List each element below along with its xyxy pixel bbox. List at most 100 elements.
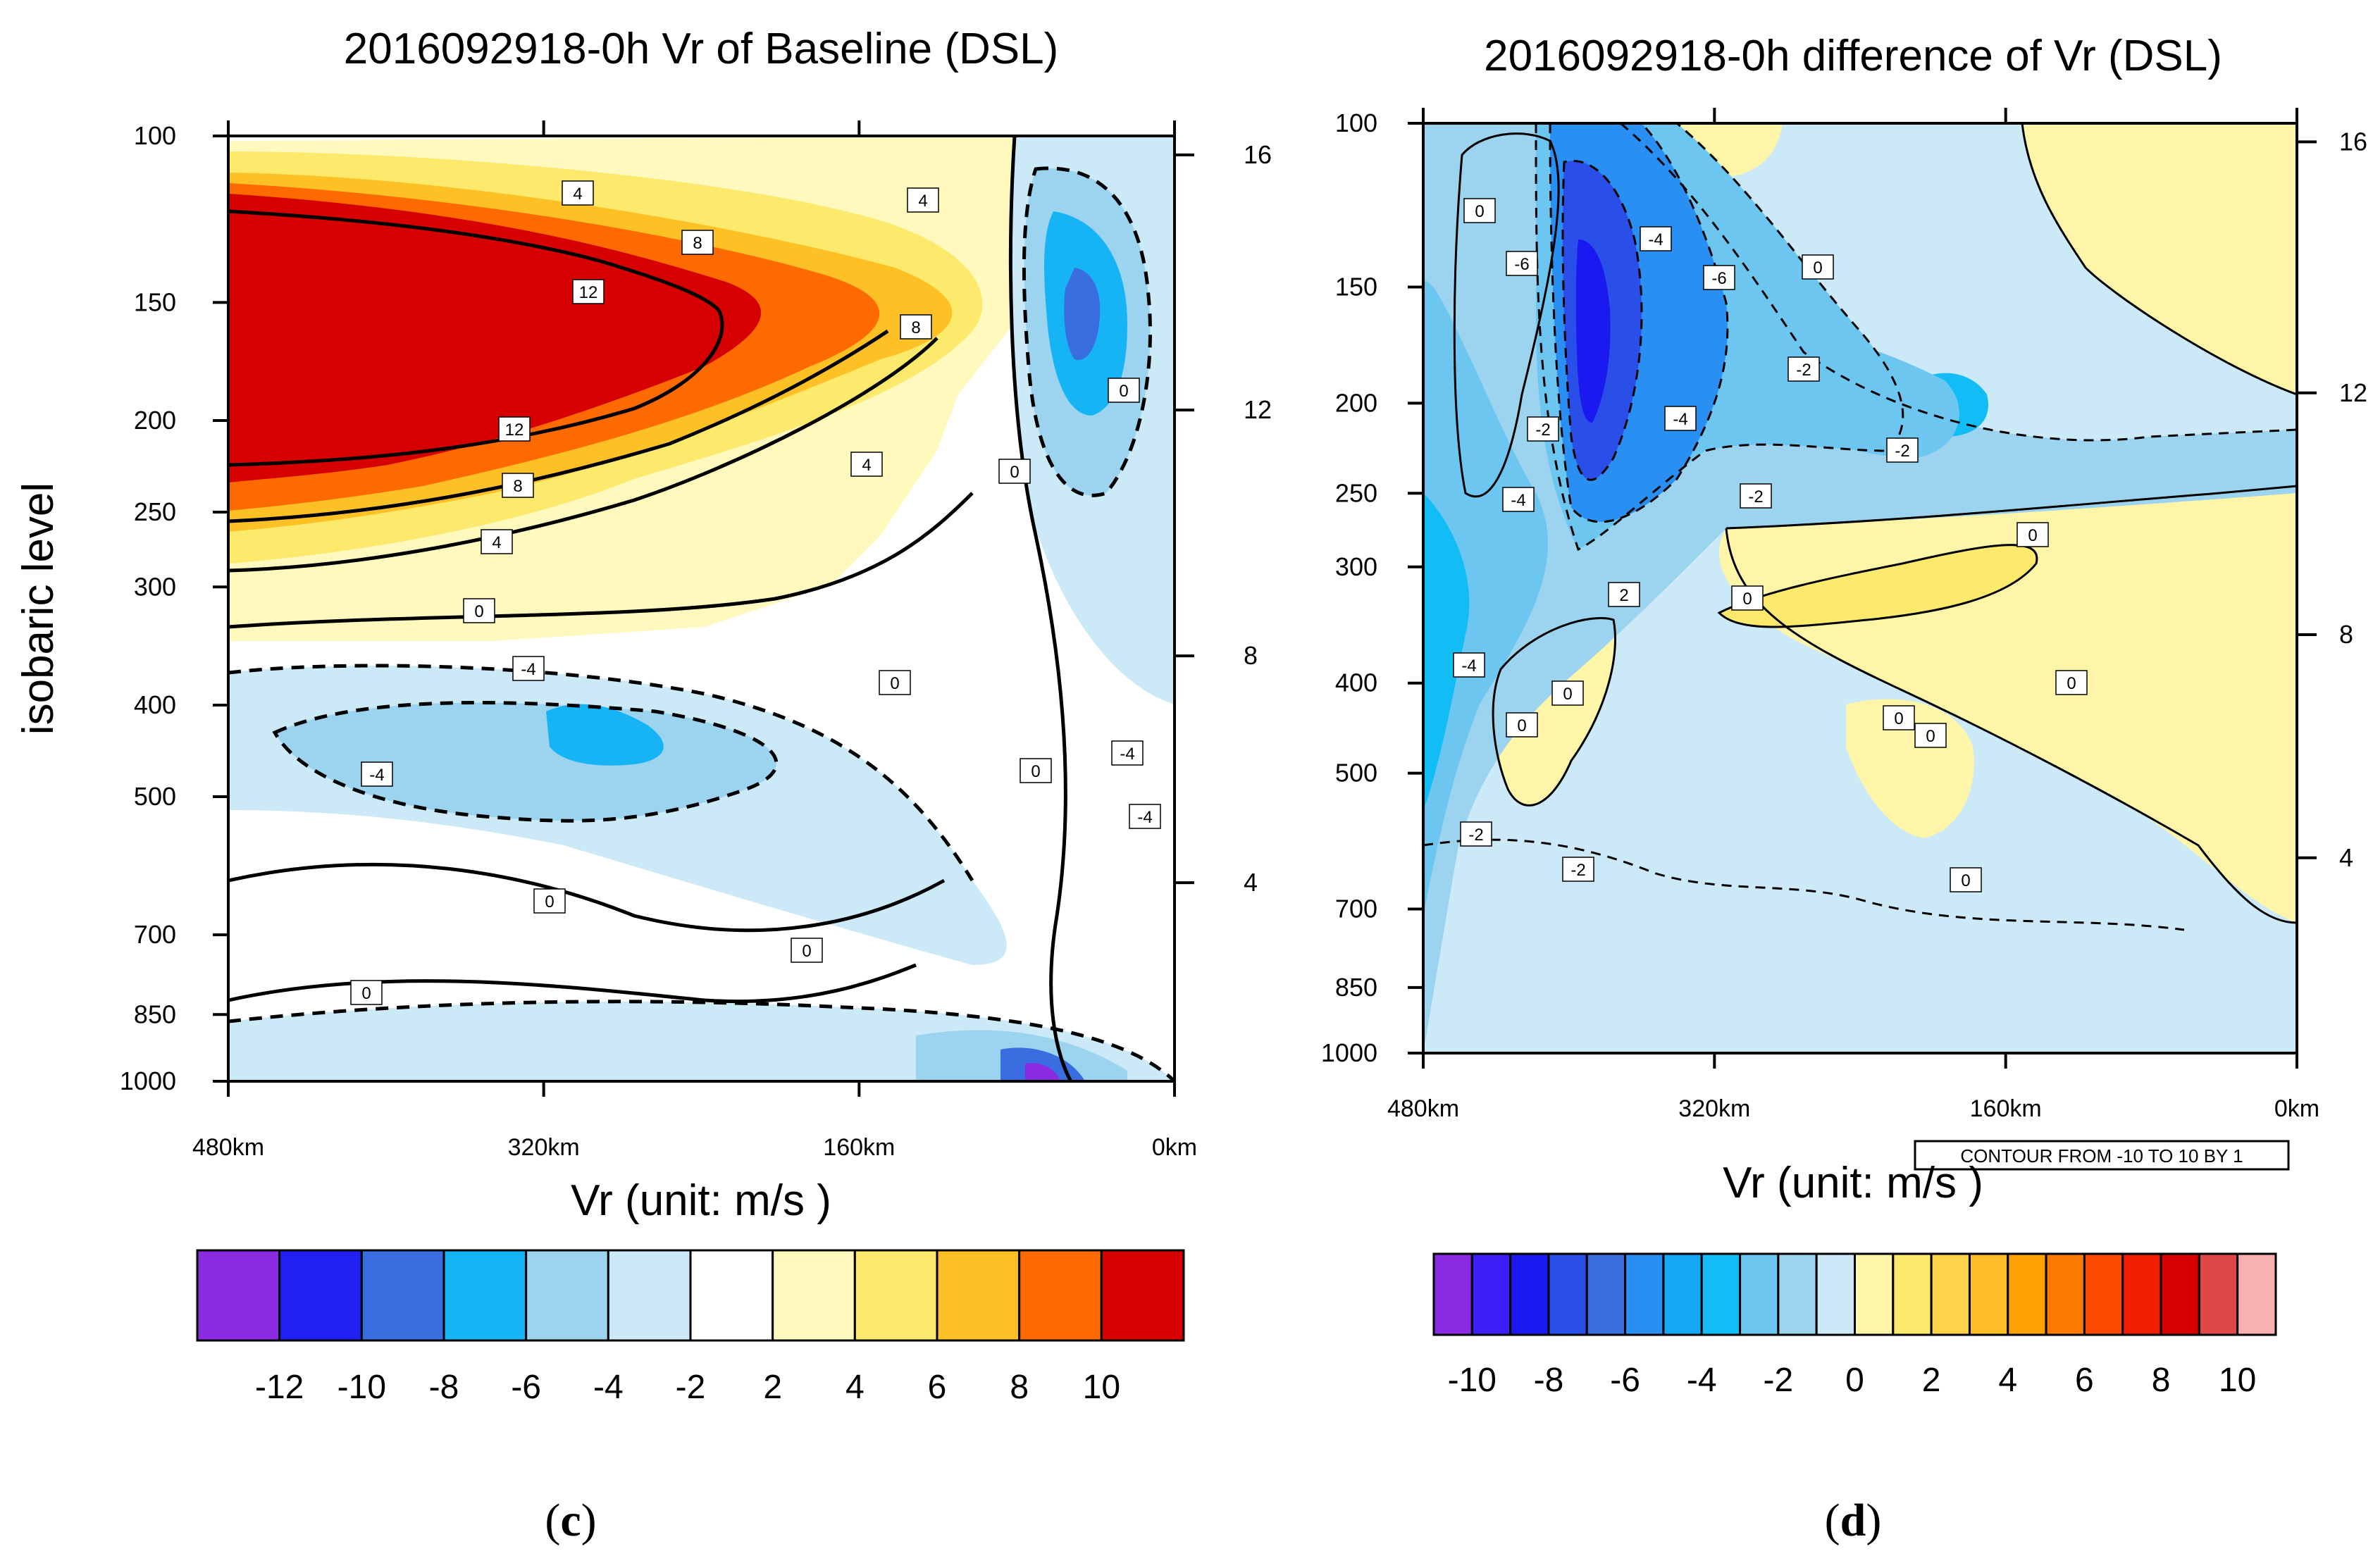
- x-tick-label: 480km: [1387, 1095, 1459, 1122]
- panel-c-title: 2016092918-0h Vr of Baseline (DSL): [344, 25, 1058, 73]
- colorbar-label: 4: [1998, 1362, 2017, 1399]
- y-tick-label: 1000: [120, 1066, 176, 1095]
- contour-label: 2: [1619, 586, 1628, 605]
- contour-label: 0: [1010, 463, 1019, 482]
- panel-c-ylabel: isobaric level: [14, 483, 63, 735]
- y-tick-label: 150: [1335, 272, 1377, 301]
- contour-label-box: [681, 230, 714, 255]
- d-fill-neg-3: [1423, 493, 1470, 810]
- y-tick-label: 200: [1335, 388, 1377, 417]
- colorbar-swatch: [1700, 1252, 1742, 1336]
- colorbar-label: -8: [429, 1369, 459, 1406]
- c-solid-contours: [228, 136, 1073, 1081]
- y-tick-label: 1000: [1321, 1038, 1377, 1067]
- contour-label-box: [1129, 804, 1161, 829]
- right-tick-label: 12: [2339, 378, 2367, 407]
- c-fill-pbl-neg-12: [1025, 1063, 1060, 1081]
- c-fill-core-neg-8: [1064, 268, 1101, 360]
- y-tick-label: 500: [134, 782, 176, 811]
- right-tick-label: 8: [2339, 620, 2353, 649]
- colorbar-label: -6: [511, 1369, 541, 1406]
- contour-label: 0: [474, 602, 483, 621]
- colorbar-swatch: [853, 1249, 938, 1342]
- panel-d-caption: (d): [1825, 1495, 1882, 1546]
- c-contour-4: [228, 337, 938, 573]
- colorbar-swatch: [1777, 1252, 1818, 1336]
- colorbar-label: 4: [845, 1369, 865, 1406]
- contour-label-box: [562, 180, 594, 206]
- x-tick-label: 0km: [2274, 1095, 2319, 1122]
- panel-d-title: 2016092918-0h difference of Vr (DSL): [1484, 32, 2222, 80]
- contour-label-box: [1460, 821, 1492, 847]
- colorbar-label: -12: [255, 1369, 304, 1406]
- panel-c-x-axis: 480km 320km 160km 0km: [192, 120, 1197, 1161]
- c-contour-0-b: [228, 862, 946, 933]
- d-dashed-contours: [1423, 123, 2297, 931]
- contour-label: 8: [693, 234, 702, 253]
- d-solid-contours: [1453, 123, 2297, 924]
- contour-label: -4: [1648, 230, 1663, 249]
- colorbar-label: 2: [763, 1369, 782, 1406]
- c-fill-pos-10: [228, 194, 762, 483]
- y-tick-label: 850: [1335, 973, 1377, 1002]
- colorbar-label: -8: [1534, 1362, 1564, 1399]
- right-tick-label: 4: [1244, 868, 1258, 897]
- d-contour-label-group: 0 -6 -4 -6 0 -2 -2 -2 -4 -2 0 0 -4 2 0 -4 0 0 0 0 -2 -2 0: [1453, 198, 2088, 892]
- x-tick-label: 320km: [1678, 1095, 1750, 1122]
- right-tick-label: 8: [1244, 641, 1258, 670]
- c-contour-0-a: [228, 492, 974, 629]
- y-tick-label: 200: [134, 406, 176, 435]
- right-tick-label: 16: [2339, 127, 2367, 156]
- colorbar-swatch: [1470, 1252, 1512, 1336]
- contour-label: 8: [513, 477, 522, 496]
- c-contour-core-neg-4: [1022, 166, 1152, 497]
- c-contour-neg-4: [272, 701, 779, 823]
- contour-label-box: [1453, 652, 1485, 678]
- contour-label-box: [1788, 356, 1820, 382]
- contour-label-box: [1802, 254, 1834, 280]
- panel-c-frame: [227, 135, 1176, 1083]
- colorbar-swatch: [1968, 1252, 2009, 1336]
- contour-label: 0: [1563, 685, 1572, 704]
- colorbar-swatch: [2083, 1252, 2124, 1336]
- panel-d-xlabel: Vr (unit: m/s ): [1723, 1159, 1983, 1207]
- contour-label-box: [1731, 585, 1764, 611]
- panel-d-colorbar: -10 -8 -6 -4 -2 0 2 4 6 8 10: [1432, 1252, 2277, 1399]
- colorbar-swatch: [1432, 1252, 1473, 1336]
- contour-label: -4: [369, 766, 384, 785]
- panel-c-caption: (c): [545, 1495, 596, 1546]
- c-contour-pbl-neg-2: [228, 1000, 1175, 1081]
- d-contour-neg-2: [1535, 123, 1904, 552]
- contour-note-box: [1914, 1140, 2290, 1171]
- panel-c-field: 4 8 12 12 8 4 4 8 4 0 -4 -4 0 0 -4 -4 0 0 0 0 0: [228, 136, 1175, 1081]
- colorbar-swatch: [1662, 1252, 1703, 1336]
- d-contour-0-mid-blob: [1492, 617, 1616, 807]
- contour-note: CONTOUR FROM -10 TO 10 BY 1: [1960, 1145, 2243, 1166]
- colorbar-swatch: [196, 1249, 281, 1342]
- y-tick-label: 400: [1335, 668, 1377, 697]
- y-tick-label: 300: [134, 572, 176, 601]
- right-tick-label: 16: [1244, 140, 1272, 169]
- y-tick-label: 400: [134, 690, 176, 719]
- contour-label-box: [2055, 670, 2088, 695]
- contour-label-box: [791, 938, 823, 963]
- colorbar-label: 0: [1845, 1362, 1864, 1399]
- colorbar-swatch: [2160, 1252, 2200, 1336]
- d-contour-0-right-blob: [1717, 544, 2038, 628]
- colorbar-label: -10: [1448, 1362, 1497, 1399]
- d-contour-neg-4: [1549, 123, 1729, 523]
- colorbar-swatch: [1739, 1252, 1780, 1336]
- y-tick-label: 850: [134, 1000, 176, 1028]
- c-contour-0-core: [1008, 136, 1073, 1081]
- panel-d-letter: d: [1840, 1495, 1866, 1546]
- colorbar-label: -10: [337, 1369, 386, 1406]
- contour-label-box: [481, 529, 513, 554]
- contour-label-box: [1640, 226, 1672, 251]
- contour-label: -4: [1461, 657, 1476, 676]
- contour-label: 0: [545, 892, 554, 911]
- contour-label-box: [502, 473, 534, 498]
- colorbar-swatch: [278, 1249, 363, 1342]
- c-fill-pbl-neg-8: [1000, 1047, 1085, 1081]
- contour-label-box: [850, 452, 883, 477]
- d-contour-0-upper-right: [1725, 485, 2297, 530]
